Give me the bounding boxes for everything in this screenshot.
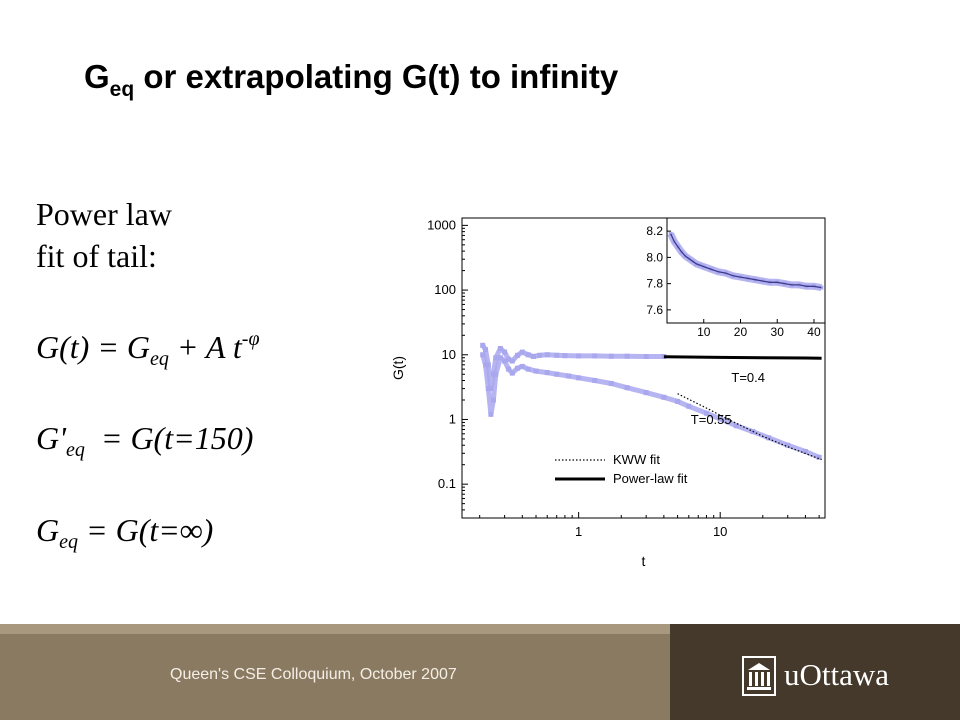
data-point-t-0-55 [576, 375, 582, 381]
data-point-t-0-4 [509, 358, 515, 364]
data-point-t-0-4 [562, 353, 568, 359]
data-point-t-0-55 [717, 416, 723, 422]
x-tick-label: 10 [713, 524, 727, 539]
data-point-t-0-4 [531, 354, 537, 360]
data-point-t-0-4 [497, 346, 503, 352]
annotation-label: T=0.4 [731, 370, 765, 385]
data-point-t-0-4 [592, 353, 598, 359]
data-point-t-0-4 [483, 347, 489, 353]
inset-x-tick-label: 30 [771, 325, 785, 339]
data-point-t-0-55 [480, 352, 486, 358]
inset-x-tick-label: 20 [734, 325, 748, 339]
data-point-t-0-55 [592, 378, 598, 384]
data-point-t-0-4 [661, 354, 667, 360]
y-axis-label: G(t) [390, 356, 406, 380]
data-point-t-0-4 [519, 349, 525, 355]
data-point-t-0-55 [544, 370, 550, 376]
inset-fit-line [670, 233, 822, 289]
data-point-t-0-55 [675, 398, 681, 404]
data-point-t-0-55 [566, 373, 572, 379]
data-point-t-0-55 [624, 385, 630, 391]
data-point-t-0-55 [506, 366, 512, 372]
equation-power-law: G(t) = Geq + A t-φ [36, 328, 260, 370]
data-point-t-0-55 [493, 371, 499, 377]
data-point-t-0-55 [483, 362, 489, 368]
data-point-t-0-4 [485, 362, 491, 368]
data-point-t-0-4 [488, 386, 494, 392]
inset-x-tick-label: 40 [807, 325, 821, 339]
data-point-t-0-55 [490, 397, 496, 403]
data-point-t-0-55 [766, 435, 772, 441]
data-point-t-0-55 [733, 423, 739, 429]
data-point-t-0-55 [643, 390, 649, 396]
data-point-t-0-4 [515, 352, 521, 358]
data-point-t-0-55 [785, 442, 791, 448]
data-point-t-0-55 [515, 365, 521, 371]
data-point-t-0-4 [576, 353, 582, 359]
data-point-t-0-55 [661, 394, 667, 400]
y-tick-label: 1 [449, 411, 456, 426]
data-point-t-0-4 [502, 349, 508, 355]
page-title: Geq or extrapolating G(t) to infinity [84, 58, 619, 101]
x-axis-label: t [642, 553, 646, 569]
log-log-chart: 1 10 0.1 1 10 100 1000 t G(t) T=0.4 T=0.55 KWW fit P… [390, 217, 826, 569]
data-point-t-0-4 [643, 354, 649, 360]
data-point-t-0-4 [554, 352, 560, 358]
footer-right-panel [670, 624, 960, 720]
equation-g-prime-eq: G'eq = G(t=150) [36, 420, 254, 461]
plot-frame [461, 217, 826, 519]
inset-y-tick-label: 8.2 [646, 224, 663, 238]
data-point-t-0-4 [537, 352, 543, 358]
data-point-t-0-55 [608, 380, 614, 386]
university-logo-text: uOttawa [784, 657, 890, 692]
data-point-t-0-55 [554, 371, 560, 377]
inset-data-point [668, 231, 673, 236]
x-tick-label: 1 [575, 524, 582, 539]
equation-g-eq-infinity: Geq = G(t=∞) [36, 512, 214, 553]
data-point-t-0-4 [506, 356, 512, 362]
inset-x-tick-label: 10 [697, 325, 711, 339]
data-point-t-0-55 [533, 368, 539, 374]
inset-frame [666, 217, 826, 324]
data-point-t-0-55 [497, 355, 503, 361]
data-point-t-0-4 [624, 353, 630, 359]
footer-bar: Queen's CSE Colloquium, October 2007 [0, 624, 960, 720]
building-columns-icon [742, 656, 776, 696]
y-tick-label: 100 [434, 282, 456, 297]
data-point-t-0-55 [703, 410, 709, 416]
data-point-t-0-55 [502, 358, 508, 364]
y-tick-label: 1000 [427, 217, 456, 232]
data-point-t-0-55 [802, 448, 808, 454]
data-point-t-0-55 [525, 366, 531, 372]
series-band-t-0-55 [480, 354, 821, 460]
data-point-t-0-4 [544, 352, 550, 358]
footer-caption: Queen's CSE Colloquium, October 2007 [170, 666, 457, 683]
legend-label: KWW fit [613, 452, 660, 467]
y-tick-label: 0.1 [438, 476, 456, 491]
text-line-fit-of-tail: fit of tail: [36, 238, 157, 274]
data-point-t-0-4 [480, 342, 486, 348]
footer-top-band [0, 624, 670, 634]
data-point-t-0-55 [686, 403, 692, 409]
series-line-kww-fit [677, 393, 822, 461]
data-point-t-0-55 [509, 370, 515, 376]
footer-left-panel [0, 624, 670, 720]
data-point-t-0-55 [519, 363, 525, 369]
data-point-t-0-55 [485, 386, 491, 392]
data-point-t-0-4 [493, 355, 499, 361]
inset-y-tick-label: 8.0 [646, 250, 663, 264]
y-tick-label: 10 [442, 347, 456, 362]
data-point-t-0-4 [608, 353, 614, 359]
inset-y-tick-label: 7.6 [646, 303, 663, 317]
series-line-power-law-fit [663, 355, 822, 360]
inset-data-point [819, 285, 824, 290]
data-point-t-0-55 [488, 411, 494, 417]
data-point-t-0-4 [525, 352, 531, 358]
annotation-label: T=0.55 [691, 412, 732, 427]
inset-y-tick-label: 7.8 [646, 277, 663, 291]
legend-label: Power-law fit [613, 471, 688, 486]
data-point-t-0-55 [816, 454, 822, 460]
text-line-power-law: Power law [36, 196, 172, 232]
